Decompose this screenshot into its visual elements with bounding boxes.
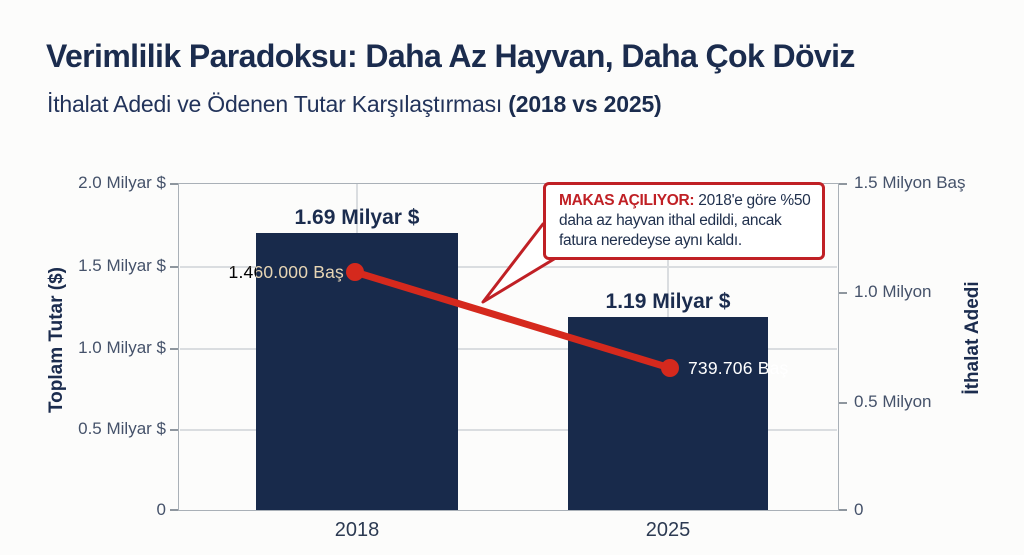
gridline-h-0_5-milyar — [180, 429, 837, 431]
x-axis-label-2018: 2018 — [334, 519, 380, 541]
bar-value-label-2025: 1.19 Milyar $ — [605, 290, 731, 313]
right-axis-tick-label: 0.5 Milyon — [854, 392, 932, 411]
right-tick-mark — [839, 183, 847, 185]
left-tick-mark — [170, 348, 178, 350]
right-tick-mark — [839, 292, 847, 294]
left-tick-mark — [170, 266, 178, 268]
right-tick-mark — [839, 509, 847, 511]
left-tick-mark — [170, 429, 178, 431]
bar-2025 — [568, 317, 768, 510]
left-axis-tick-label: 2.0 Milyar $ — [78, 173, 166, 192]
right-axis-tick-label: 0 — [854, 500, 864, 519]
x-axis-label-2025: 2025 — [645, 519, 691, 541]
right-axis-tick-label: 1.5 Milyon Baş — [854, 173, 966, 192]
page-subtitle: İthalat Adedi ve Ödenen Tutar Karşılaştı… — [47, 91, 662, 117]
right-axis-tick-label: 1.0 Milyon — [854, 282, 932, 301]
page-title: Verimlilik Paradoksu: Daha Az Hayvan, Da… — [46, 38, 855, 74]
left-axis-tick-label: 0.5 Milyar $ — [78, 419, 166, 438]
annotation-line-2: daha az hayvan ithal edildi, ancak — [559, 212, 782, 229]
subtitle-text: İthalat Adedi ve Ödenen Tutar Karşılaştı… — [47, 91, 509, 117]
left-tick-mark — [170, 183, 178, 185]
left-axis-tick-label: 0 — [156, 500, 166, 519]
right-tick-mark — [839, 402, 847, 404]
left-axis-tick-label: 1.0 Milyar $ — [78, 338, 166, 357]
point-label-2018: 1.460.000 Baş — [228, 262, 344, 282]
plot-border — [178, 183, 839, 511]
annotation-title: MAKAS AÇILIYOR: — [559, 192, 695, 209]
point-label-2025: 739.706 Baş — [688, 358, 789, 378]
left-tick-mark — [170, 509, 178, 511]
annotation-line-3: fatura neredeyse aynı kaldı. — [559, 232, 742, 249]
bar-value-label-2018: 1.69 Milyar $ — [294, 206, 420, 229]
annotation-line-1: MAKAS AÇILIYOR: 2018'e göre %50 — [559, 191, 814, 211]
annotation-callout: MAKAS AÇILIYOR: 2018'e göre %50 daha az … — [543, 182, 825, 260]
right-axis-title: İthalat Adedi — [962, 281, 983, 395]
subtitle-years: (2018 vs 2025) — [508, 91, 662, 117]
left-axis-title: Toplam Tutar ($) — [46, 266, 67, 414]
left-axis-tick-label: 1.5 Milyar $ — [78, 256, 166, 275]
annotation-line-1-rest: 2018'e göre %50 — [694, 192, 811, 209]
